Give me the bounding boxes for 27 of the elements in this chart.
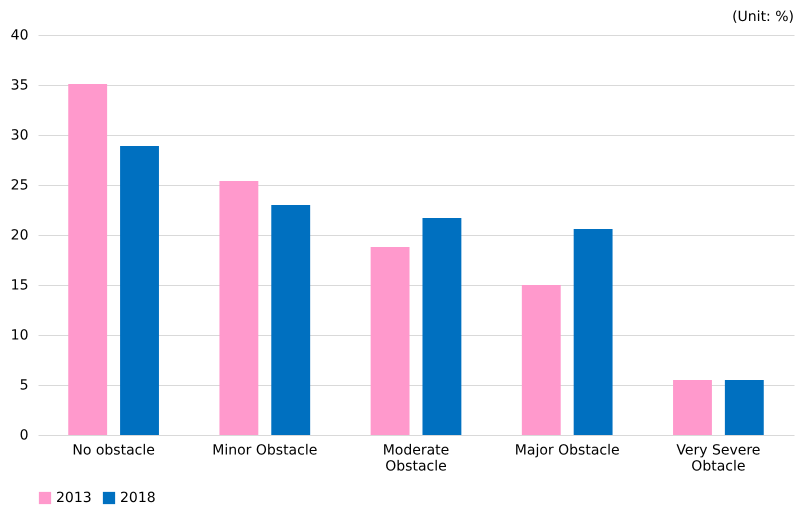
bar (271, 205, 310, 435)
bar (219, 181, 258, 435)
x-tick-label: Moderate Obstacle (382, 442, 450, 474)
y-tick-label: 15 (10, 278, 28, 294)
y-tick-label: 5 (20, 378, 28, 394)
y-tick-label: 25 (10, 178, 28, 194)
y-tick-label: 20 (10, 228, 28, 244)
y-tick-label: 30 (10, 128, 28, 144)
x-tick-label: Very Severe Obtacle (676, 442, 760, 474)
y-tick-label: 35 (10, 78, 28, 94)
y-tick-label: 0 (20, 428, 28, 444)
bar (422, 218, 462, 435)
y-tick-label: 40 (10, 28, 28, 44)
x-tick-label: Minor Obstacle (212, 442, 318, 458)
bar (120, 146, 159, 435)
x-tick-label: Major Obstacle (514, 442, 620, 458)
bar (724, 380, 764, 435)
bar (370, 247, 410, 435)
legend-label: 2018 (120, 490, 156, 506)
y-tick-label: 10 (10, 328, 28, 344)
bar (673, 380, 712, 435)
text: (Unit: %) (732, 9, 794, 25)
legend-label: 2013 (56, 490, 92, 506)
bar (574, 229, 613, 435)
bar (522, 285, 561, 435)
x-tick-label: No obstacle (72, 442, 155, 458)
bar (68, 84, 108, 435)
